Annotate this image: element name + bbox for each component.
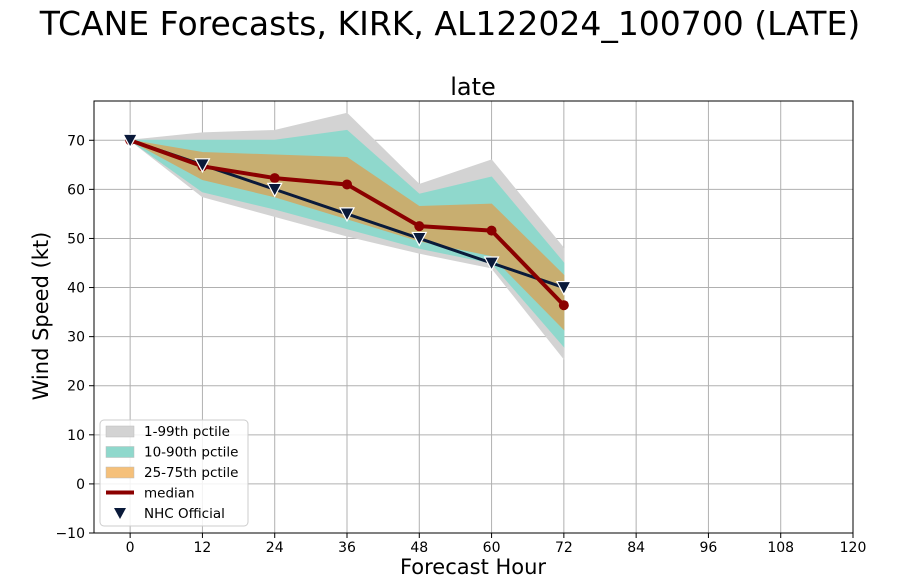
legend-swatch [105,425,135,438]
x-axis-label: Forecast Hour [400,555,546,579]
y-tick-label: 70 [67,133,85,149]
legend-swatch [105,446,135,458]
nhc-official-point [122,133,139,149]
nhc-official-point [194,158,211,174]
x-tick-label: 60 [483,540,501,556]
x-tick-label: 108 [767,540,794,556]
y-axis-ticks: −10 0 10 20 30 40 50 60 70 [55,133,94,542]
plot-frame [93,100,854,534]
median-point [558,300,569,311]
legend-swatch [114,508,126,519]
x-tick-label: 0 [126,540,135,556]
x-tick-label: 96 [700,540,718,556]
x-axis-ticks: 0 12 24 36 48 60 72 84 96 108 120 [126,533,867,556]
legend: 1-99th pctile 10-90th pctile 25-75th pctil… [99,419,249,527]
legend-label: 1-99th pctile [144,424,230,440]
figure-suptitle: TCANE Forecasts, KIRK, AL122024_100700 (… [39,4,860,43]
x-tick-label: 36 [338,540,356,556]
nhc-official-point [266,182,283,198]
y-tick-label: 0 [76,477,85,493]
y-tick-label: 20 [67,379,85,395]
x-tick-label: 84 [627,540,645,556]
y-axis-label: Wind Speed (kt) [29,232,53,401]
y-tick-label: 60 [67,182,85,198]
legend-label: 10-90th pctile [144,445,238,461]
legend-label: NHC Official [144,506,225,522]
nhc-official-point [483,256,500,272]
x-tick-label: 48 [410,540,428,556]
y-tick-label: 50 [67,231,85,247]
y-tick-label: −10 [55,526,85,542]
median-point [486,225,497,236]
x-tick-label: 120 [840,540,867,556]
x-tick-label: 72 [555,540,573,556]
legend-swatch [105,466,135,479]
x-tick-label: 24 [266,540,284,556]
y-tick-label: 30 [67,330,85,346]
median-point [414,221,425,232]
median-point [342,179,352,190]
y-tick-label: 40 [67,281,85,297]
forecast-markers [122,133,572,311]
y-tick-label: 10 [67,428,85,444]
nhc-official-point [411,231,428,247]
legend-label: median [144,486,195,502]
nhc-official-point [555,280,572,296]
legend-label: 25-75th pctile [144,465,238,481]
median-point [269,173,280,184]
plot-title: late [450,73,496,101]
legend-box [99,419,249,527]
x-tick-label: 12 [194,540,212,556]
nhc-official-point [338,207,356,223]
